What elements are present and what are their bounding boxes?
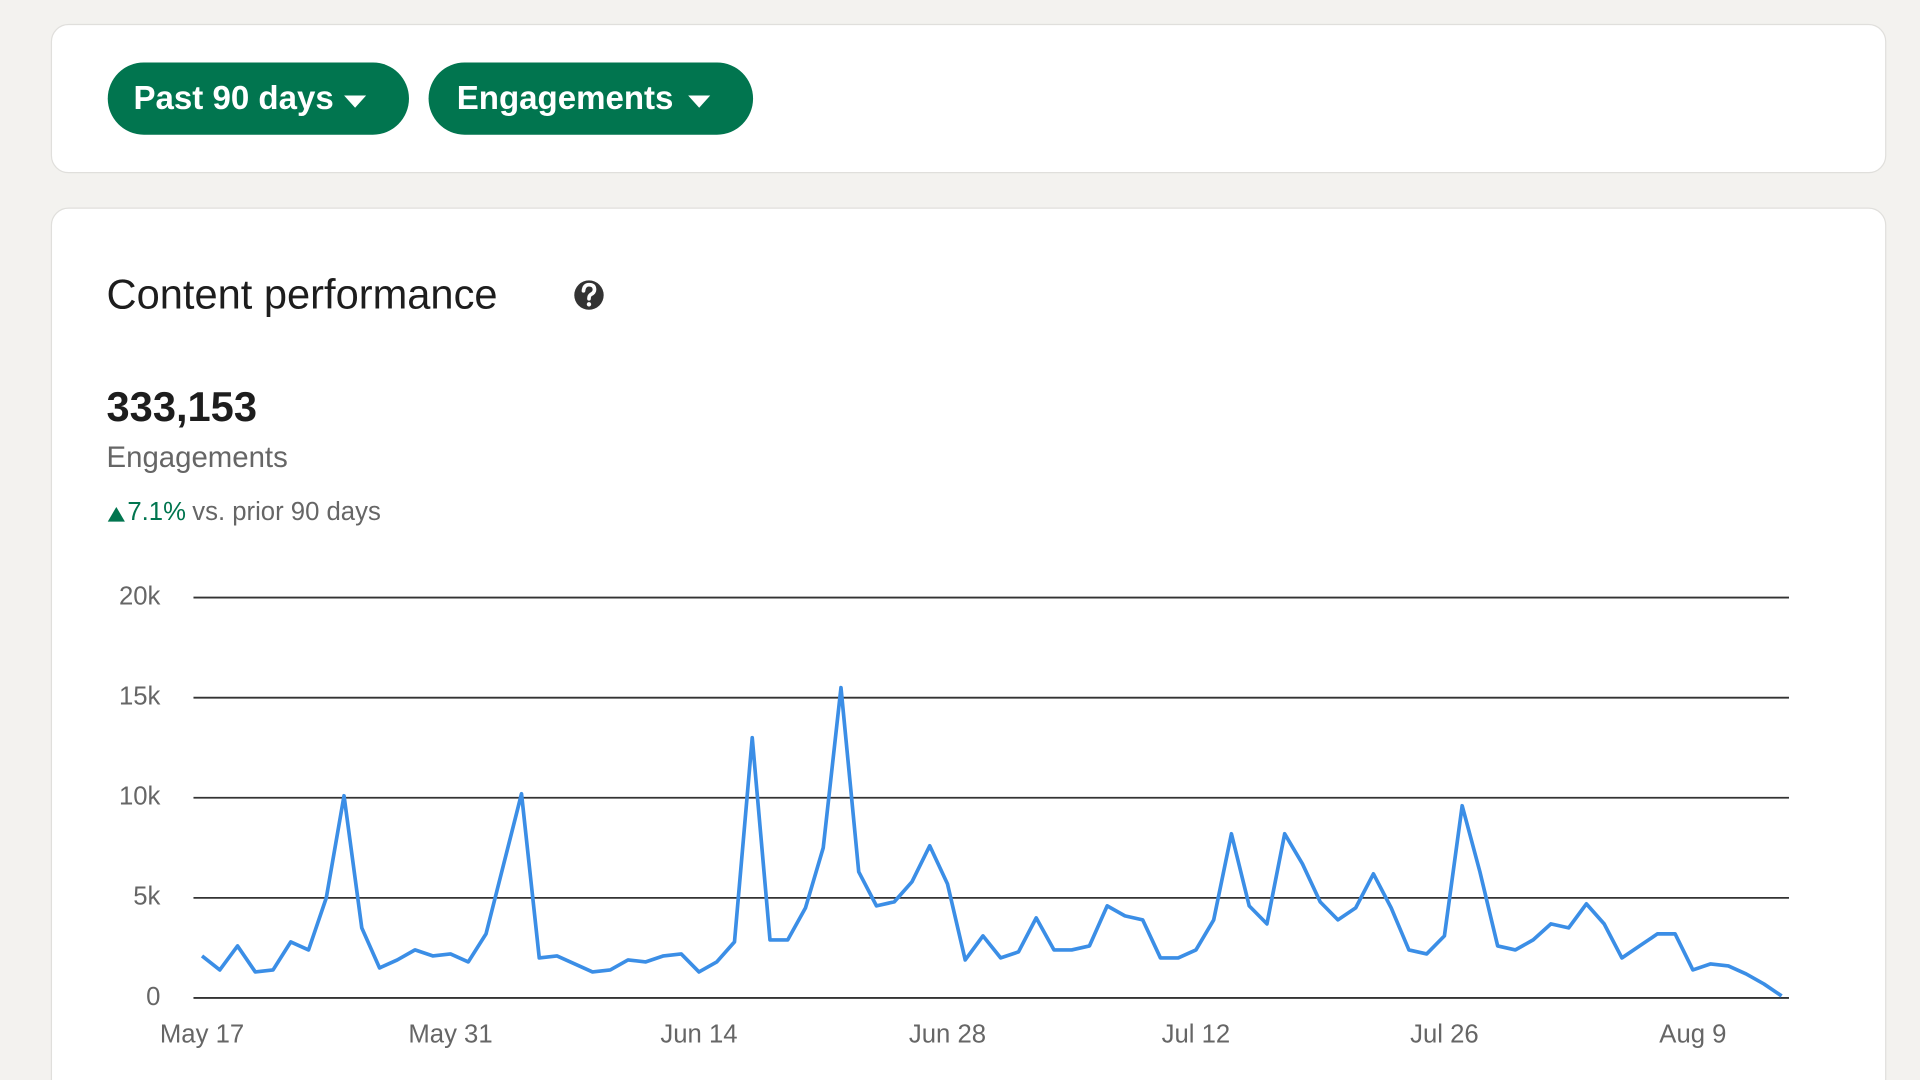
help-dot [586, 302, 592, 307]
filter-card [50, 23, 1887, 174]
x-tick-label: Aug 9 [1659, 1021, 1726, 1049]
x-tick-label: Jun 28 [909, 1021, 986, 1049]
y-tick-label: 0 [146, 983, 160, 1011]
y-tick-label: 15k [119, 682, 161, 710]
metric-label: Engagements [107, 441, 288, 474]
x-tick-label: Jun 14 [660, 1021, 737, 1049]
help-icon[interactable] [574, 280, 604, 310]
x-tick-label: May 17 [160, 1021, 244, 1049]
change-text: vs. prior 90 days [192, 498, 381, 526]
button-bg [107, 62, 409, 135]
button-label: Past 90 days [133, 80, 333, 117]
filter-button[interactable]: Past 90 days [107, 62, 409, 135]
total-value: 333,153 [107, 383, 257, 430]
button-bg [428, 62, 754, 135]
filter-button[interactable]: Engagements [428, 62, 754, 135]
up-arrow [107, 506, 125, 522]
y-tick-label: 5k [133, 883, 160, 911]
y-tick-label: 20k [119, 582, 161, 610]
caret [688, 95, 711, 108]
section-title: Content performance [107, 271, 498, 318]
x-tick-label: Jul 26 [1410, 1021, 1479, 1049]
caret [344, 95, 367, 108]
x-tick-label: Jul 12 [1162, 1021, 1231, 1049]
x-tick-label: May 31 [408, 1021, 492, 1049]
content-card [50, 207, 1887, 1080]
data-line [200, 685, 1783, 998]
button-label: Engagements [457, 80, 674, 117]
help-glyph [581, 282, 597, 301]
chart: 0 5k 10k 15k 20k May 17 May 31 Jun 14 Jun 28 Jul … [119, 582, 1789, 1049]
y-tick-label: 10k [119, 783, 161, 811]
change-value: 7.1% [127, 498, 186, 526]
